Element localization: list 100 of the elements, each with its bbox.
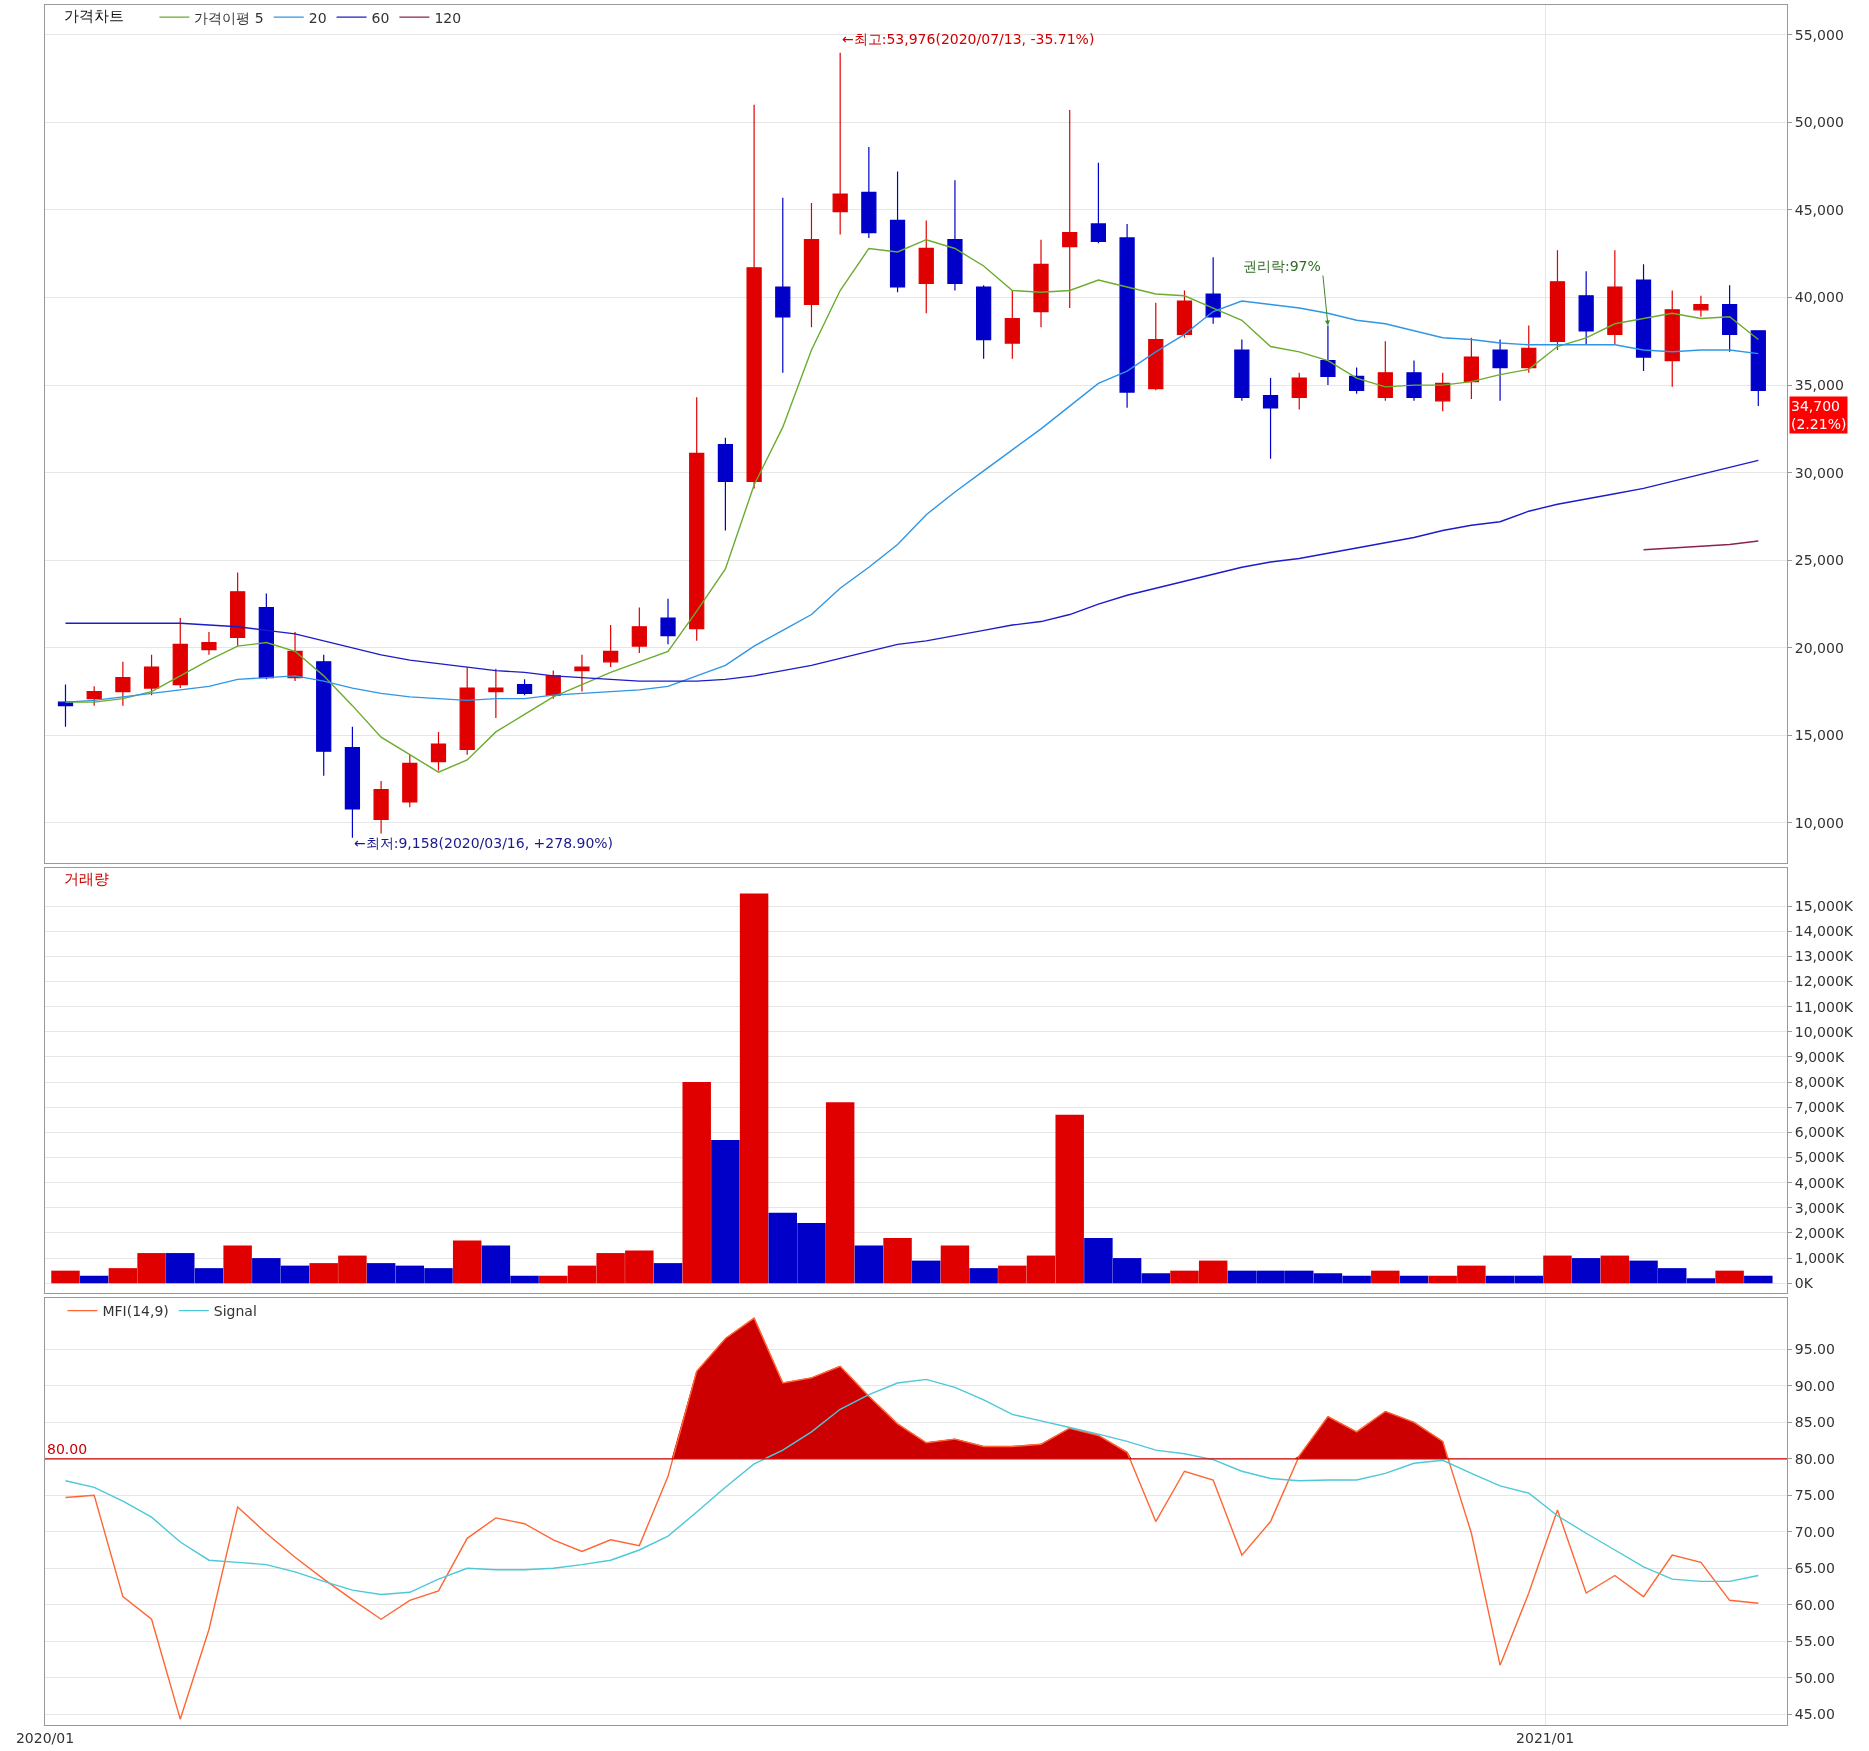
candlestick [1721,284,1738,353]
candlestick [1377,340,1393,402]
bar [51,1270,80,1284]
bar [711,1139,740,1284]
y-tick-label: 3,000K [1794,1199,1845,1216]
y-tick-label: 45.00 [1794,1705,1835,1722]
candlestick [1004,289,1020,360]
bar [912,1260,941,1284]
candlestick [1406,359,1422,402]
candlestick [689,396,705,642]
candlestick [488,668,504,719]
bar [825,1102,855,1284]
candlestick [1062,109,1078,309]
y-tick-label: 14,000K [1794,923,1854,940]
legend-label: Signal [213,1303,257,1320]
candlestick [861,146,877,239]
candlestick [1549,249,1566,351]
candlestick [660,598,676,645]
legend-label: 가격이평 5 [194,9,264,26]
chart-title: 가격차트 [64,7,124,25]
ref-line-label: 80.00 [47,1441,88,1457]
candlestick [1119,223,1135,409]
x-tick-label: 2020/01 [15,1729,75,1746]
candlestick [1750,330,1766,407]
candlestick [918,219,934,314]
candlestick [287,631,303,682]
text: 34,700 (2.21%) [1791,398,1847,433]
legend-label: 120 [434,9,462,26]
bar [940,1245,970,1284]
y-tick-label: 1,000K [1794,1249,1845,1266]
bar [969,1268,998,1284]
y-tick-label: 25,000 [1794,552,1844,569]
bar [1371,1270,1400,1284]
y-tick-label: 15,000K [1794,898,1854,915]
y-tick-label: 70.00 [1794,1523,1835,1540]
candlestick [430,731,447,772]
candlestick [1262,377,1279,460]
candlestick [516,678,533,696]
y-tick-label: 60.00 [1794,1596,1835,1613]
candlestick [1291,372,1307,411]
annotation: ←최고:53,976(2020/07/13, -35.71%) [842,31,1095,47]
legend-label: MFI(14,9) [102,1303,169,1320]
candlestick [402,754,418,808]
y-tick-label: 10,000K [1794,1023,1854,1040]
y-tick-label: 55.00 [1794,1633,1835,1650]
candlestick [1578,270,1594,346]
annotation: 권리락:97% [1243,258,1321,274]
candlestick [717,437,734,532]
candlestick [344,726,361,839]
line-series [64,459,1760,682]
candlestick [803,202,820,328]
y-tick-label: 50,000 [1794,114,1844,131]
candlestick [316,654,332,777]
bar [79,1275,109,1284]
candlestick [373,780,389,835]
candlestick [1607,249,1623,346]
y-tick-label: 35,000 [1794,377,1844,393]
y-tick-label: 2,000K [1794,1224,1845,1241]
candlestick [976,284,992,360]
candlestick [143,654,160,696]
candlestick [631,606,647,654]
bar [1543,1255,1572,1284]
candlestick [1492,338,1508,402]
bar [739,893,769,1284]
candlestick [115,661,131,707]
line-series [1642,540,1760,551]
candlestick [1234,338,1250,402]
legend-label: 20 [308,9,327,26]
candlestick [86,685,102,707]
y-tick-label: 20,000 [1794,639,1844,656]
bar [883,1237,912,1284]
y-tick-label: 85.00 [1794,1414,1835,1431]
candlestick [230,571,246,647]
candlestick [1463,337,1480,400]
candlestick [459,666,475,756]
candlestick [574,654,590,693]
y-tick-label: 80.00 [1794,1450,1835,1467]
line-series [64,239,1760,773]
y-tick-label: 8,000K [1794,1074,1845,1091]
y-tick-label: 95.00 [1794,1341,1835,1358]
x-tick-label: 2021/01 [1516,1729,1575,1746]
bar [452,1240,482,1284]
bar [1571,1258,1601,1284]
chart-title: 거래량 [64,870,109,888]
candlestick [258,592,274,680]
y-tick-label: 65.00 [1794,1560,1835,1577]
candlestick [1664,289,1680,388]
y-tick-label: 13,000K [1794,948,1854,965]
y-tick-label: 40,000 [1794,289,1844,306]
bar [1600,1255,1630,1284]
y-tick-label: 45,000 [1794,201,1844,218]
bar [1715,1270,1744,1284]
candlestick [1693,295,1709,318]
y-tick-label: 12,000K [1794,973,1854,990]
annotation: ←최저:9,158(2020/03/16, +278.90%) [354,835,614,851]
y-tick-label: 7,000K [1794,1099,1845,1116]
legend-label: 60 [371,9,390,26]
bar [854,1245,884,1284]
y-tick-label: 50.00 [1794,1669,1835,1686]
y-tick-label: 11,000K [1794,998,1854,1015]
